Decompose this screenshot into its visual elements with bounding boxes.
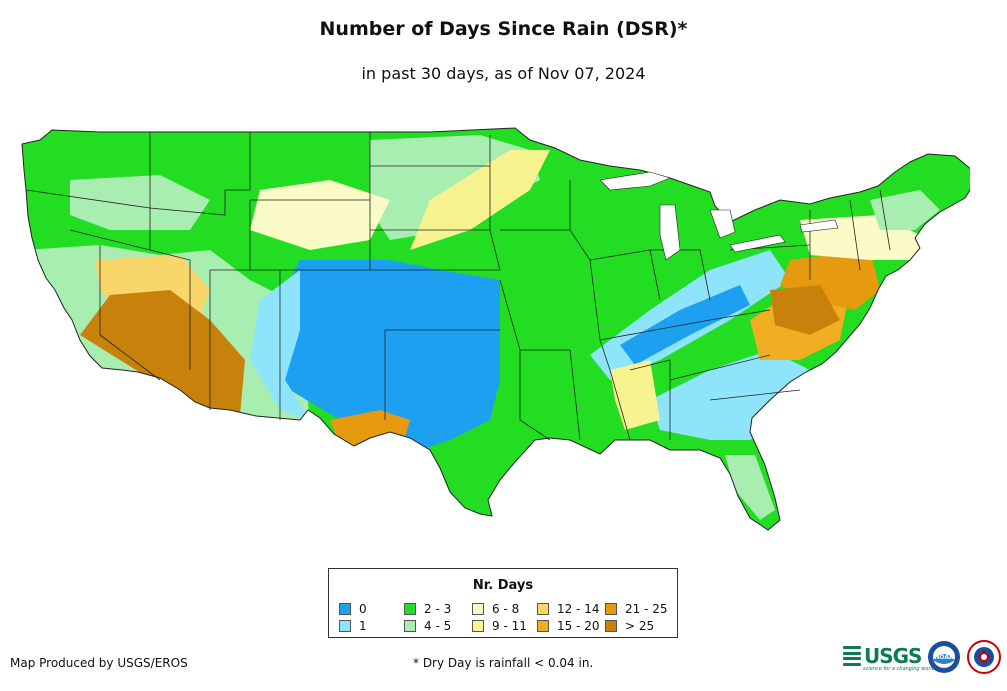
zone-0-appalachia — [620, 285, 750, 365]
legend-label: 6 - 8 — [492, 602, 520, 616]
legend-label: 15 - 20 — [557, 619, 600, 633]
noaa-text: NOAA — [934, 654, 954, 661]
legend-swatch — [404, 603, 416, 615]
legend-swatch — [339, 620, 351, 632]
legend-label: 1 — [359, 619, 367, 633]
map-subtitle: in past 30 days, as of Nov 07, 2024 — [361, 64, 646, 83]
map-title: Number of Days Since Rain (DSR)* — [319, 18, 688, 40]
nws-logo-icon — [967, 640, 1001, 674]
legend-item: 21 - 25 — [605, 602, 668, 616]
noaa-logo-icon: NOAA — [928, 641, 960, 673]
legend-swatch — [339, 603, 351, 615]
usgs-tagline: science for a changing world — [863, 666, 935, 672]
lake-erie — [729, 234, 786, 253]
usgs-wave-icon — [843, 646, 861, 666]
zone-4-5-new-england — [870, 190, 940, 230]
legend-swatch — [472, 620, 484, 632]
legend-item: 2 - 3 — [404, 602, 451, 616]
lake-ontario — [799, 219, 839, 233]
legend-label: 12 - 14 — [557, 602, 600, 616]
legend-item: 12 - 14 — [537, 602, 600, 616]
legend-item: 9 - 11 — [472, 619, 527, 633]
legend-swatch — [537, 620, 549, 632]
legend-title: Nr. Days — [472, 578, 534, 593]
legend-item: 6 - 8 — [472, 602, 519, 616]
zone-6-8-wyoming — [250, 180, 390, 250]
legend-swatch — [472, 603, 484, 615]
legend-label: 21 - 25 — [625, 602, 668, 616]
zone-gt25-virginia — [770, 285, 840, 335]
state-boundaries — [25, 132, 891, 441]
us-dsr-map — [21, 127, 970, 531]
zone-4-5-florida — [725, 455, 775, 520]
legend-label: > 25 — [625, 619, 655, 633]
legend-swatch — [605, 620, 617, 632]
usgs-logo: USGS — [843, 644, 922, 668]
legend-item: > 25 — [605, 619, 654, 633]
great-lakes — [599, 171, 839, 261]
legend-item: 4 - 5 — [404, 619, 451, 633]
legend: Nr. Days 0 1 2 - 3 4 - 5 6 - 8 9 - 11 12… — [328, 568, 678, 638]
legend-swatch — [537, 603, 549, 615]
legend-label: 9 - 11 — [492, 619, 527, 633]
legend-item: 0 — [339, 602, 367, 616]
footnote-text: * Dry Day is rainfall < 0.04 in. — [413, 656, 594, 670]
legend-label: 0 — [359, 602, 367, 616]
legend-item: 15 - 20 — [537, 619, 600, 633]
lake-michigan — [659, 204, 681, 261]
lake-huron — [709, 209, 736, 239]
zone-9-11-dakotas — [410, 150, 550, 250]
zone-gt25-southwest — [80, 290, 245, 415]
zone-4-5-oregon — [70, 175, 210, 230]
usgs-wordmark: USGS — [864, 644, 922, 668]
dsr-zones — [24, 135, 940, 520]
legend-swatch — [404, 620, 416, 632]
legend-swatch — [605, 603, 617, 615]
us-border — [21, 127, 970, 531]
legend-label: 2 - 3 — [424, 602, 452, 616]
agency-logos: USGS science for a changing world NOAA — [843, 640, 1003, 680]
credit-text: Map Produced by USGS/EROS — [10, 656, 188, 670]
lake-superior — [599, 171, 671, 191]
legend-item: 1 — [339, 619, 367, 633]
legend-label: 4 - 5 — [424, 619, 452, 633]
